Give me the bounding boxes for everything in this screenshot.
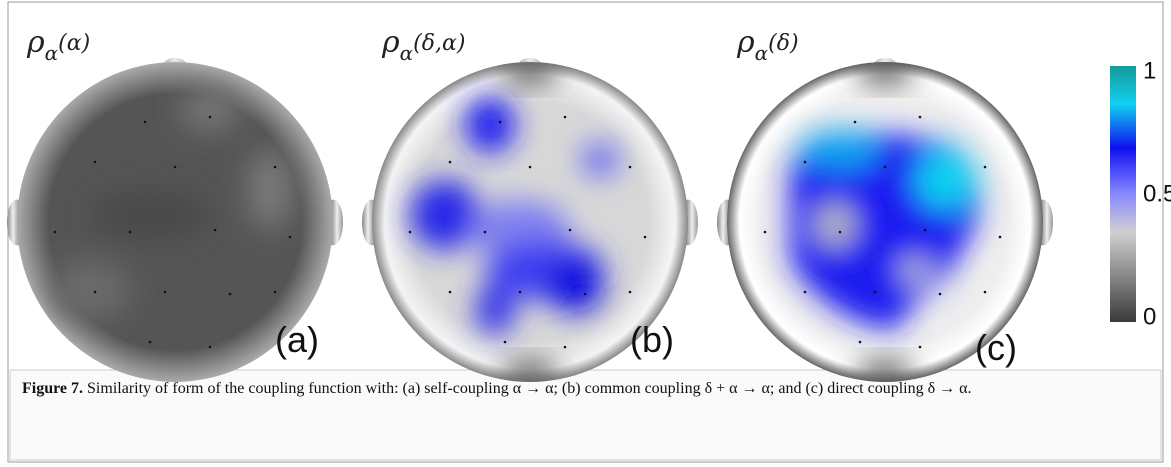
colorbar-tick-label: 0.5 — [1143, 180, 1171, 207]
electrode — [854, 121, 857, 124]
caption-text: Similarity of form of the coupling funct… — [87, 380, 972, 397]
electrode — [804, 161, 807, 164]
title-symbol: ρ — [26, 25, 45, 60]
panel-label: (a) — [275, 319, 319, 360]
title-argument: (α) — [58, 31, 90, 56]
electrode — [164, 291, 167, 294]
electrode — [984, 166, 987, 169]
figure: ρα(α)(a)ρα(δ,α)(b)ρα(δ)(c) 00.51 Figure … — [0, 0, 1171, 467]
electrode — [289, 236, 292, 239]
caption-label: Figure 7. — [22, 380, 83, 397]
electrode — [859, 341, 862, 344]
electrode — [174, 166, 177, 169]
electrode — [999, 236, 1002, 239]
electrode — [519, 291, 522, 294]
electrode — [804, 291, 807, 294]
electrode — [919, 346, 922, 349]
electrode — [584, 293, 587, 296]
electrode — [984, 291, 987, 294]
electrode — [839, 231, 842, 234]
colorbar — [1110, 66, 1136, 322]
electrode — [94, 291, 97, 294]
colorbar-tick-label: 0 — [1143, 303, 1156, 330]
electrode — [564, 346, 567, 349]
title-subscript: α — [400, 41, 414, 65]
title-argument: (δ) — [768, 31, 798, 56]
colorbar-tick-label: 1 — [1143, 57, 1156, 84]
electrode — [939, 293, 942, 296]
panel-title: ρα(α) — [26, 25, 90, 65]
electrode — [569, 229, 572, 232]
panel-title: ρα(δ,α) — [381, 25, 465, 65]
panel-label: (b) — [630, 319, 674, 360]
title-symbol: ρ — [381, 25, 400, 60]
title-symbol: ρ — [736, 25, 755, 60]
electrode — [274, 291, 277, 294]
electrode — [449, 291, 452, 294]
electrode — [564, 116, 567, 119]
electrode — [529, 166, 532, 169]
colorbar-ticks: 00.51 — [1143, 57, 1171, 330]
electrode — [229, 293, 232, 296]
electrode — [629, 291, 632, 294]
electrode — [884, 166, 887, 169]
electrode — [644, 236, 647, 239]
electrode — [409, 231, 412, 234]
electrode — [209, 346, 212, 349]
electrode — [94, 161, 97, 164]
electrode — [764, 231, 767, 234]
electrode — [54, 231, 57, 234]
electrode — [924, 229, 927, 232]
page: ρα(α)(a)ρα(δ,α)(b)ρα(δ)(c) 00.51 Figure … — [0, 0, 1171, 467]
caption: Figure 7. Similarity of form of the coup… — [22, 378, 1142, 400]
electrode — [149, 341, 152, 344]
electrode — [214, 229, 217, 232]
electrode — [504, 341, 507, 344]
electrode — [874, 291, 877, 294]
electrode — [629, 166, 632, 169]
title-subscript: α — [45, 41, 59, 65]
electrode — [499, 121, 502, 124]
electrode — [274, 166, 277, 169]
panel-label: (c) — [975, 327, 1017, 368]
panel-title: ρα(δ) — [736, 25, 799, 65]
title-subscript: α — [755, 41, 769, 65]
title-argument: (δ,α) — [413, 31, 465, 56]
electrode — [484, 231, 487, 234]
electrode — [209, 116, 212, 119]
electrode — [129, 231, 132, 234]
electrode — [449, 161, 452, 164]
electrode — [144, 121, 147, 124]
electrode — [919, 116, 922, 119]
